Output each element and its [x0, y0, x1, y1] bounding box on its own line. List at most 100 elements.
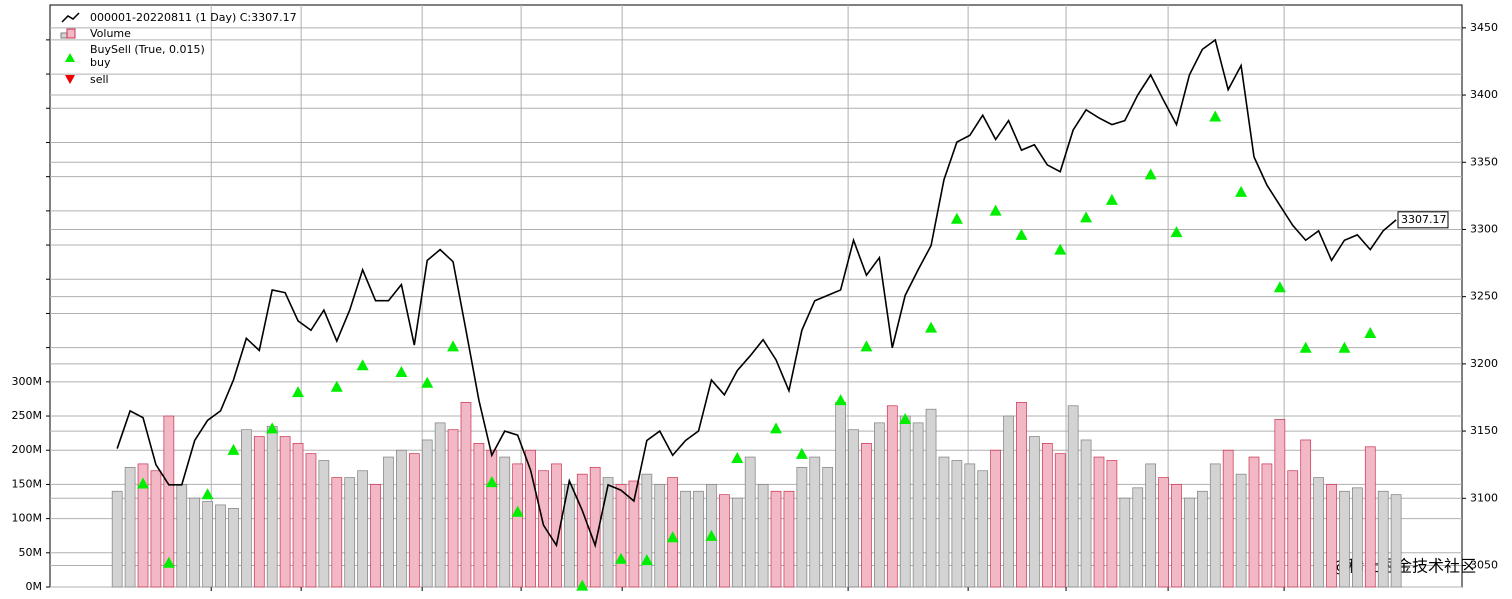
volume-bar: [512, 463, 524, 588]
volume-bar: [886, 405, 898, 588]
buy-marker: [292, 386, 305, 398]
legend-label: sell: [90, 73, 109, 86]
y-tick-label: 3300: [1470, 222, 1498, 235]
volume-bar: [279, 436, 291, 588]
buy-marker: [1338, 341, 1351, 353]
volume-bar: [215, 504, 226, 588]
volume-bar: [641, 473, 653, 588]
volume-bar: [1364, 446, 1376, 588]
y-tick-label: 3150: [1470, 424, 1498, 437]
volume-bar: [499, 456, 511, 588]
volume-bar: [1377, 490, 1389, 588]
legend-label: 000001-20220811 (1 Day) C:3307.17: [90, 11, 297, 24]
volume-bar: [202, 501, 213, 588]
volume-bar: [1326, 484, 1337, 588]
volume-bar: [848, 429, 859, 588]
volume-bar: [964, 463, 976, 588]
volume-bar: [1248, 456, 1260, 588]
buy-marker: [615, 552, 628, 564]
volume-bar: [525, 449, 536, 588]
volume-bar: [1261, 463, 1273, 588]
volume-bar: [253, 436, 265, 588]
volume-bar: [1003, 415, 1014, 588]
volume-bar: [602, 477, 614, 588]
buy-marker: [395, 365, 408, 377]
volume-bar: [1054, 453, 1066, 588]
volume-bar: [680, 490, 691, 588]
close-line: [116, 38, 1397, 549]
volume-bar: [1119, 497, 1131, 588]
buy-marker: [137, 477, 150, 489]
volume-bar: [318, 460, 330, 588]
volume-bar: [266, 425, 278, 588]
volume-bar: [460, 401, 472, 588]
buy-marker: [1209, 110, 1222, 122]
y-tick-label: 3250: [1470, 290, 1498, 303]
volume-bar: [899, 415, 911, 588]
volume-bar: [615, 484, 627, 588]
buy-marker: [770, 422, 783, 434]
volume-bar: [718, 494, 730, 588]
legend-line-icon: [61, 12, 80, 23]
volume-bar: [744, 456, 756, 588]
volume-bar: [163, 415, 175, 588]
buy-marker: [1273, 281, 1286, 293]
volume-bar: [1106, 460, 1118, 588]
volume-bar: [486, 449, 498, 588]
legend-sell-icon: [65, 75, 75, 84]
volume-bar: [731, 497, 743, 588]
buy-marker: [731, 451, 744, 463]
buy-marker: [899, 412, 912, 424]
y-tick-label: 3100: [1470, 491, 1498, 504]
volume-bar: [809, 456, 821, 588]
volume-bar: [1287, 470, 1299, 588]
volume-bar: [1080, 439, 1092, 588]
buy-marker: [1235, 185, 1248, 197]
volume-bar: [1222, 449, 1234, 588]
volume-bar: [1352, 487, 1363, 588]
volume-bar: [576, 473, 588, 588]
y-tick-label: 3450: [1470, 21, 1498, 34]
buy-marker: [201, 488, 214, 500]
volume-bar: [1093, 456, 1105, 588]
volume-bar: [1313, 477, 1324, 588]
volume-bar: [589, 466, 601, 588]
buy-marker: [834, 394, 847, 406]
y-tick-label: 3200: [1470, 357, 1498, 370]
volume-bar: [176, 484, 188, 588]
volume-bar: [783, 490, 795, 588]
buy-marker: [1170, 226, 1183, 238]
buy-marker: [1105, 193, 1118, 205]
volume-bar: [1171, 484, 1182, 588]
volume-bar: [124, 466, 136, 588]
volume-bar: [1184, 497, 1195, 588]
buy-marker: [795, 447, 808, 459]
volume-bar: [292, 443, 304, 588]
last-value-box: [1397, 211, 1449, 229]
volume-bar: [1274, 419, 1286, 588]
legend-label: Volume: [90, 27, 131, 40]
volume-bar: [1209, 463, 1221, 588]
buy-marker: [1015, 228, 1028, 240]
y2-tick-label: 100M: [12, 512, 43, 525]
y-tick-label: 3400: [1470, 88, 1498, 101]
legend: 000001-20220811 (1 Day) C:3307.17 Volume…: [60, 11, 297, 86]
volume-bar: [1196, 490, 1208, 588]
volume-bar: [1339, 490, 1350, 588]
volume-bar: [977, 470, 989, 588]
volume-bar: [990, 449, 1001, 588]
volume-bar: [1390, 494, 1402, 588]
volume-bar: [421, 439, 433, 588]
legend-buy-icon: [65, 53, 75, 62]
legend-label: BuySell (True, 0.015): [90, 43, 205, 56]
volume-bar: [1145, 463, 1157, 588]
buy-marker: [356, 359, 369, 371]
volume-bar: [551, 463, 562, 588]
buy-marker: [576, 579, 589, 591]
volume-bar: [434, 422, 446, 588]
y-tick-label: 3350: [1470, 155, 1498, 168]
volume-bar: [383, 456, 394, 588]
volume-bar: [408, 453, 420, 588]
buy-marker: [162, 556, 175, 568]
buy-marker: [1080, 211, 1093, 223]
